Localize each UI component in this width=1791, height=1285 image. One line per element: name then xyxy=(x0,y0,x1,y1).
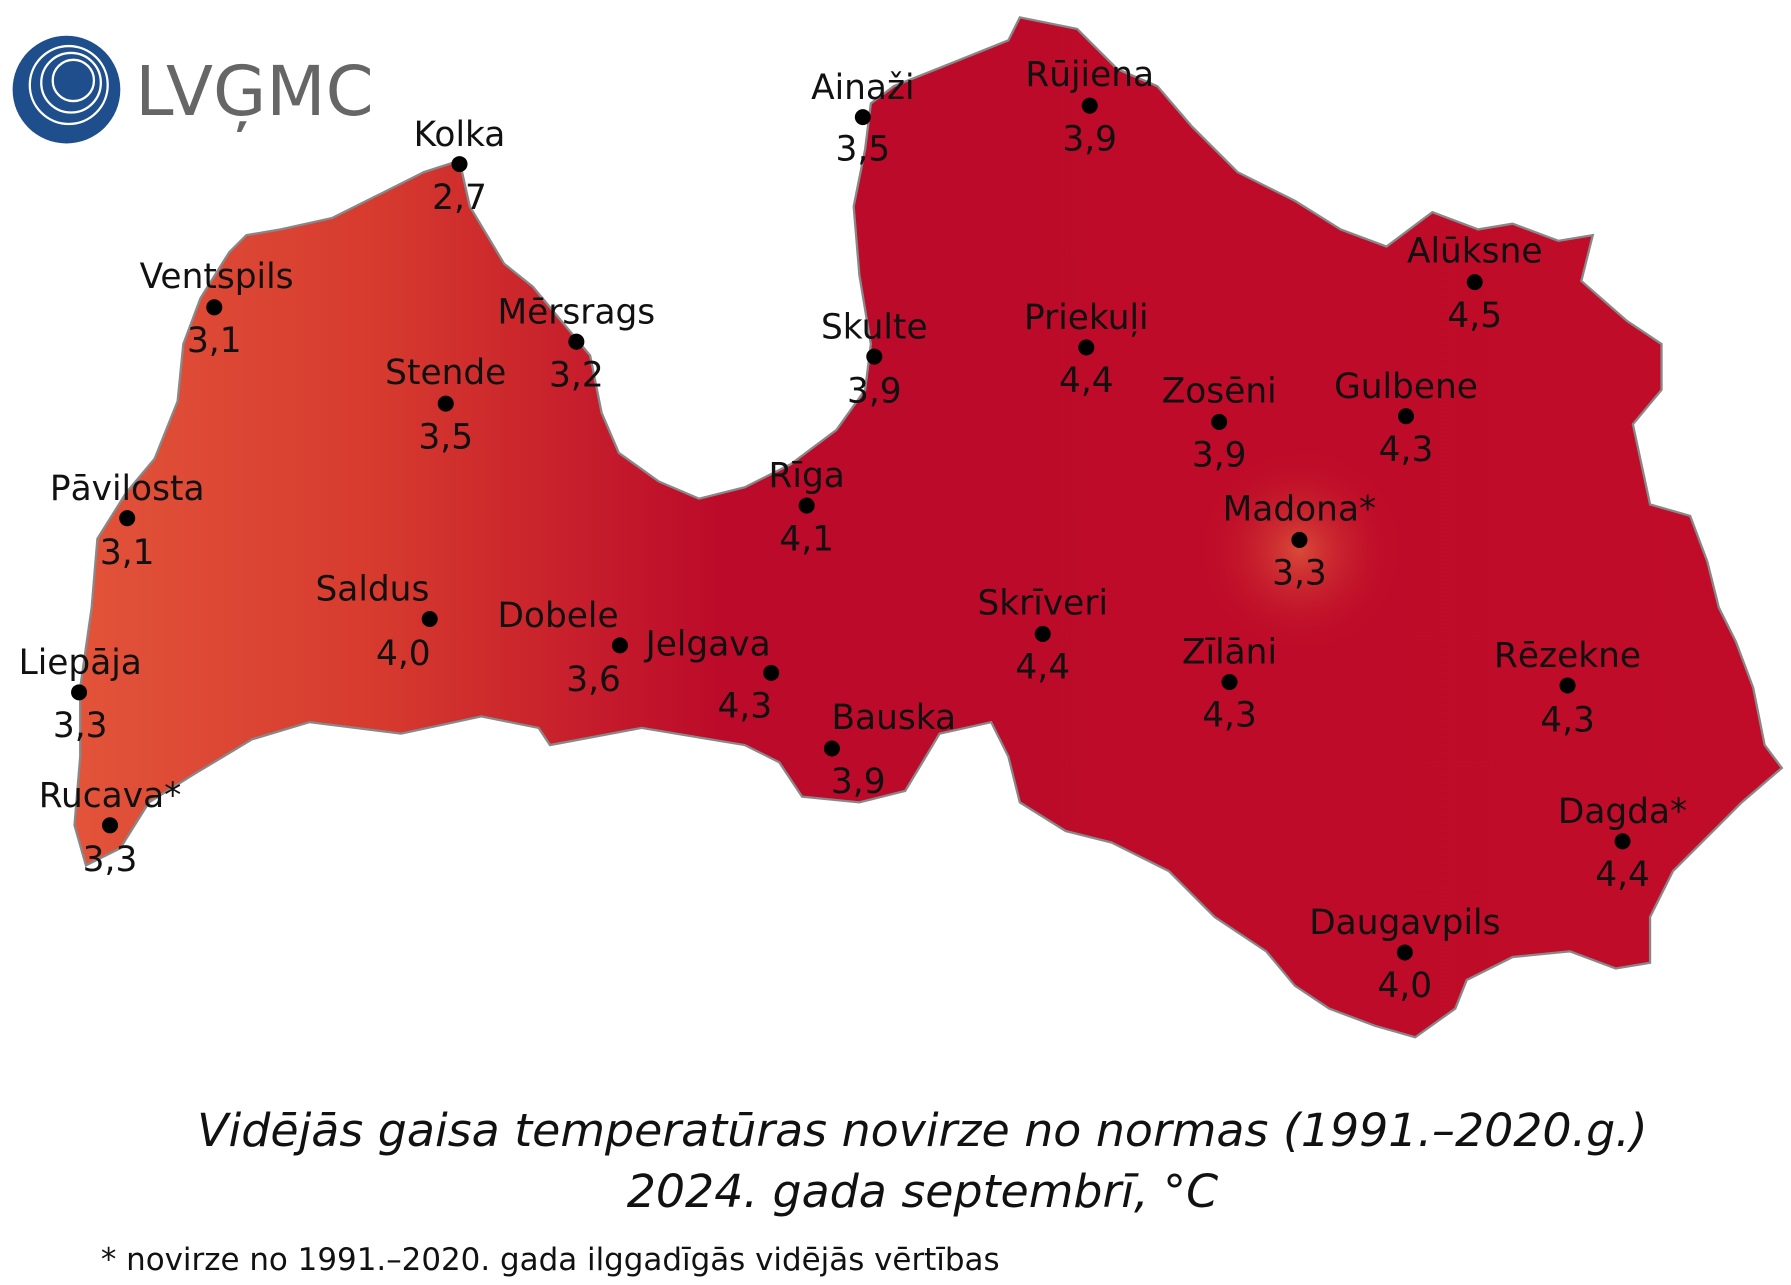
station-dot xyxy=(1396,944,1413,961)
station-dot xyxy=(823,740,840,757)
station-name: Stende xyxy=(385,353,506,393)
station-value: 3,3 xyxy=(53,706,108,746)
station-dot xyxy=(1221,674,1238,691)
station-value: 3,1 xyxy=(187,321,242,361)
station-name: Priekuļi xyxy=(1024,298,1149,338)
footnote: * novirze no 1991.–2020. gada ilggadīgās… xyxy=(101,1242,1000,1278)
title: Vidējās gaisa temperatūras novirze no no… xyxy=(197,1103,1648,1157)
station-dot xyxy=(611,637,628,654)
station-dot xyxy=(1211,413,1228,430)
station-value: 2,7 xyxy=(432,178,487,218)
station-value: 3,9 xyxy=(847,371,902,411)
station-name: Skulte xyxy=(821,307,928,347)
station-name: Alūksne xyxy=(1407,232,1543,272)
station-dot xyxy=(568,333,585,350)
station-value: 3,2 xyxy=(549,355,604,395)
station-dot xyxy=(101,817,119,834)
station-value: 4,5 xyxy=(1447,296,1502,336)
station-name: Gulbene xyxy=(1334,367,1478,407)
station-value: 3,5 xyxy=(836,130,891,170)
station-value: 3,3 xyxy=(83,840,138,880)
station-name: Rēzekne xyxy=(1494,636,1641,676)
station-dot xyxy=(1466,274,1483,291)
station-name: Ventspils xyxy=(140,257,294,297)
station-name: Jelgava xyxy=(644,625,771,665)
station-value: 4,4 xyxy=(1595,855,1650,895)
station-dot xyxy=(1614,833,1631,850)
logo-text: LVĢMC xyxy=(135,52,373,132)
station-dot xyxy=(206,299,223,316)
station-name: Rīga xyxy=(769,456,845,496)
stations: Kolka 2,7 Ventspils 3,1 Mērsrags 3,2 Stende 3,5… xyxy=(19,55,1688,1006)
station-dot xyxy=(1291,531,1308,548)
station-name: Ainaži xyxy=(811,68,914,108)
station-value: 4,4 xyxy=(1015,648,1070,688)
station-name: Daugavpils xyxy=(1309,903,1500,943)
station-name: Zīlāni xyxy=(1182,633,1277,673)
station-dot xyxy=(854,109,871,126)
station-name: Skrīveri xyxy=(977,583,1108,623)
station-value: 4,3 xyxy=(1540,700,1595,740)
station-dot xyxy=(1397,408,1415,425)
station-dot xyxy=(866,348,883,365)
station-dot xyxy=(71,684,88,701)
station-value: 3,9 xyxy=(1062,119,1117,159)
station-name: Bauska xyxy=(831,698,956,738)
station-name: Kolka xyxy=(414,115,506,155)
station-value: 4,3 xyxy=(1379,430,1434,470)
station-name: Dobele xyxy=(497,596,618,636)
station-dot xyxy=(1078,339,1095,356)
station-name: Rūjiena xyxy=(1025,55,1154,95)
station-value: 4,0 xyxy=(376,634,431,674)
station-name: Rucava* xyxy=(39,776,182,816)
station-dot xyxy=(451,156,468,173)
station-name: Pāvilosta xyxy=(50,469,205,509)
station-name: Mērsrags xyxy=(498,292,656,332)
station-value: 3,9 xyxy=(831,762,886,802)
subtitle: 2024. gada septembrī, °C xyxy=(627,1164,1218,1218)
station-value: 3,3 xyxy=(1272,554,1327,594)
station-value: 4,0 xyxy=(1378,966,1433,1006)
station-dot xyxy=(1081,97,1098,114)
station-value: 4,4 xyxy=(1059,361,1114,401)
logo: LVĢMC xyxy=(12,35,374,144)
station-name: Saldus xyxy=(315,570,429,610)
station-name: Dagda* xyxy=(1558,792,1687,832)
station-value: 4,3 xyxy=(1202,696,1257,736)
station-value: 3,9 xyxy=(1192,436,1247,476)
station-value: 3,6 xyxy=(566,660,621,700)
station-value: 3,5 xyxy=(418,417,473,457)
station-value: 4,3 xyxy=(717,687,772,727)
station-dot xyxy=(1559,677,1576,694)
station-name: Zosēni xyxy=(1162,371,1277,411)
station-name: Liepāja xyxy=(19,643,142,683)
station-dot xyxy=(1034,625,1051,642)
station-dot xyxy=(421,610,438,628)
country-outline xyxy=(73,16,1784,1039)
station-name: Madona* xyxy=(1223,489,1377,529)
station-dot xyxy=(437,395,454,412)
station-dot xyxy=(763,664,780,681)
station-dot xyxy=(119,510,136,527)
station-value: 3,1 xyxy=(100,533,155,573)
station-value: 4,1 xyxy=(779,519,834,559)
station-dot xyxy=(798,497,815,514)
